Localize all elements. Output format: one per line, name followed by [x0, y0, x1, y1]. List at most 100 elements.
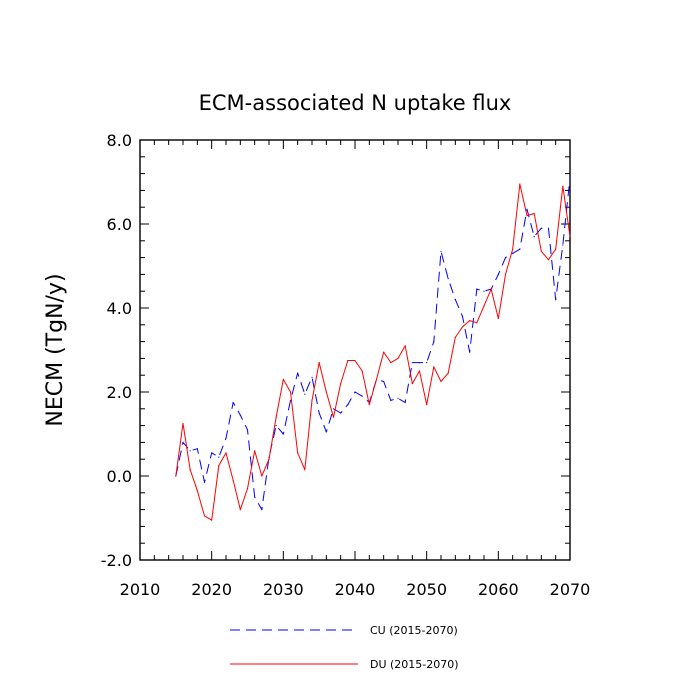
data-point: [347, 359, 349, 362]
data-point: [189, 450, 191, 452]
data-point: [297, 372, 299, 374]
data-point: [519, 183, 521, 185]
data-point: [512, 252, 514, 254]
data-point: [304, 393, 306, 395]
data-point: [469, 351, 471, 353]
data-point: [512, 248, 514, 250]
plot-border: [139, 139, 571, 561]
data-point: [418, 370, 421, 372]
data-point: [211, 452, 213, 454]
data-point: [454, 336, 456, 338]
data-point: [239, 509, 241, 511]
data-point: [189, 469, 191, 471]
series-du: [175, 183, 571, 521]
data-point: [397, 357, 399, 359]
data-point: [483, 290, 485, 292]
data-point: [282, 378, 284, 380]
data-point: [268, 458, 270, 460]
series-line: [175, 183, 571, 521]
x-tick-label: 2060: [478, 580, 519, 599]
data-point: [340, 383, 342, 385]
data-point: [383, 351, 385, 353]
data-point: [354, 391, 356, 393]
data-point: [182, 422, 184, 425]
data-point: [318, 362, 320, 364]
data-point: [504, 273, 507, 275]
data-point: [354, 359, 356, 362]
data-point: [239, 414, 241, 416]
data-point: [390, 362, 392, 364]
data-point: [196, 448, 198, 450]
data-point: [340, 412, 342, 414]
data-point: [361, 395, 363, 397]
data-point: [318, 412, 320, 414]
data-point: [289, 391, 292, 393]
data-point: [275, 416, 277, 418]
data-point: [540, 250, 542, 252]
data-point: [533, 212, 535, 215]
data-point: [547, 227, 550, 229]
data-point: [246, 429, 249, 431]
data-point: [540, 227, 542, 229]
data-point: [383, 380, 385, 383]
data-point: [483, 305, 485, 307]
data-point: [433, 341, 435, 343]
y-tick-label: 0.0: [107, 467, 132, 486]
data-point: [361, 370, 363, 372]
data-point: [504, 257, 507, 259]
data-point: [297, 452, 299, 454]
data-point: [447, 372, 449, 374]
series-line: [175, 177, 571, 511]
data-point: [218, 456, 220, 458]
x-tick-label: 2020: [191, 580, 232, 599]
data-point: [555, 299, 557, 301]
data-point: [261, 509, 263, 511]
data-point: [533, 236, 535, 238]
data-point: [497, 317, 499, 320]
data-point: [375, 378, 378, 380]
data-point: [175, 475, 177, 477]
data-point: [411, 383, 413, 385]
data-point: [526, 215, 528, 217]
data-point: [211, 519, 213, 521]
data-point: [304, 469, 306, 471]
data-point: [218, 464, 220, 467]
data-point: [225, 437, 227, 439]
data-point: [225, 452, 227, 454]
data-point: [490, 288, 492, 290]
data-point: [368, 404, 370, 406]
legend-label: CU (2015-2070): [370, 624, 458, 637]
data-point: [418, 362, 421, 364]
data-point: [440, 250, 442, 252]
x-axis-ticks: 2010 2020 2030 2040 2050 2060 2070: [120, 140, 590, 599]
data-point: [254, 450, 256, 452]
y-axis-label: NECM (TgN/y): [43, 273, 68, 426]
data-point: [332, 416, 335, 418]
data-point: [390, 399, 392, 401]
data-point: [562, 244, 564, 246]
data-point: [325, 431, 327, 433]
data-point: [289, 399, 292, 401]
data-point: [426, 362, 428, 364]
data-point: [555, 248, 557, 250]
data-point: [311, 399, 313, 401]
x-tick-label: 2010: [120, 580, 161, 599]
y-tick-label: 2.0: [107, 383, 132, 402]
data-point: [497, 273, 499, 275]
data-point: [196, 490, 198, 492]
data-point: [397, 397, 399, 399]
data-point: [347, 404, 349, 406]
data-point: [433, 366, 435, 368]
data-point: [476, 288, 478, 290]
data-point: [254, 496, 256, 498]
x-tick-label: 2040: [335, 580, 376, 599]
legend-label: DU (2015-2070): [370, 658, 459, 671]
y-axis-ticks: -2.0 0.0 2.0 4.0 6.0 8.0: [101, 131, 570, 570]
data-point: [426, 404, 428, 406]
data-point: [569, 177, 571, 179]
data-point: [275, 425, 277, 427]
data-point: [404, 401, 406, 404]
y-tick-label: 6.0: [107, 215, 132, 234]
series-cu: [175, 177, 571, 511]
